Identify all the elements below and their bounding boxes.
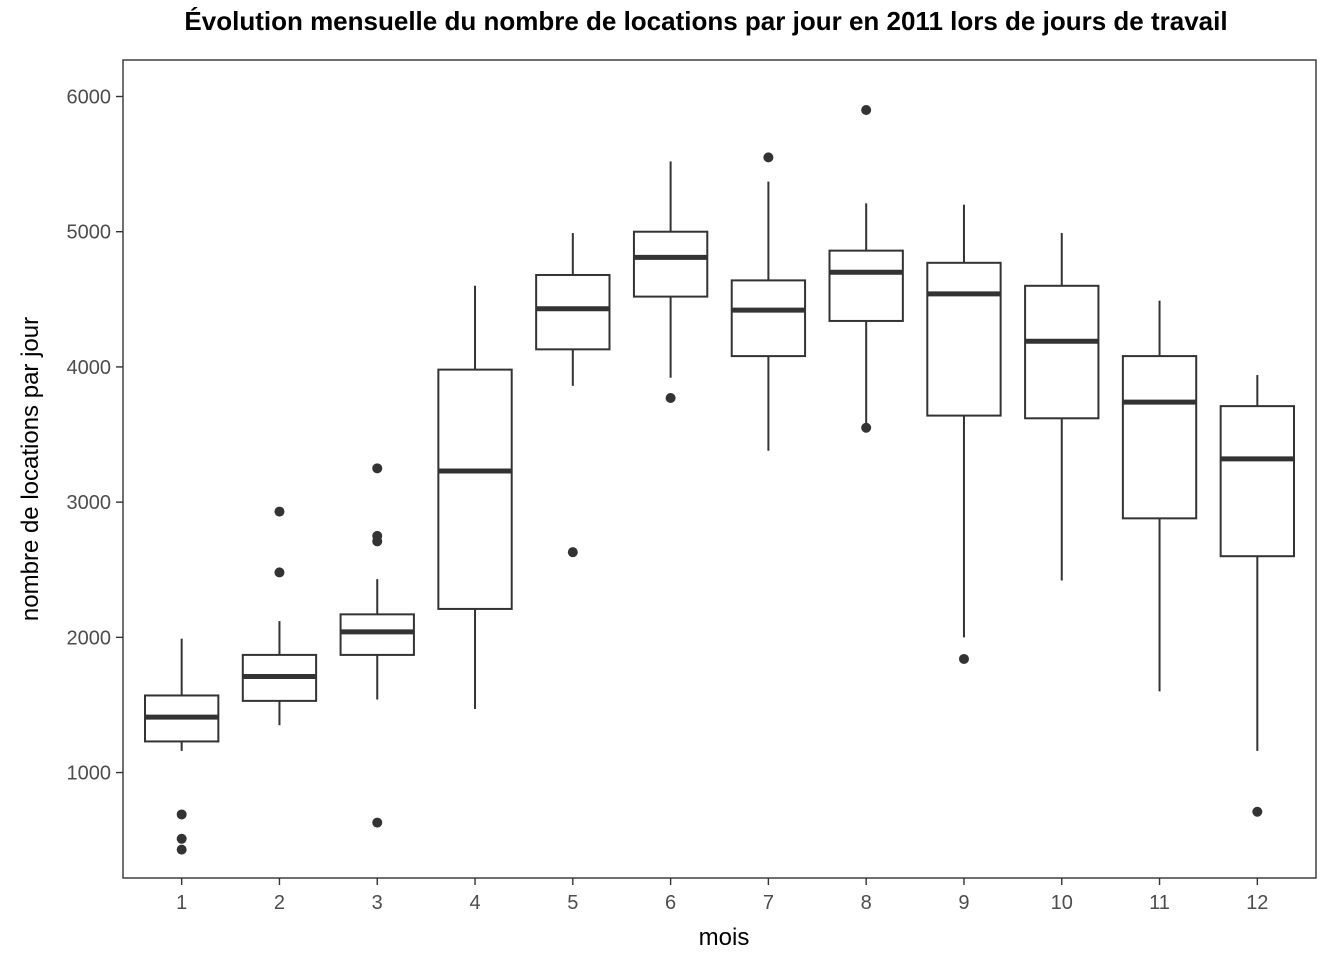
box-month-10 <box>1024 233 1100 581</box>
outlier-point <box>372 536 383 547</box>
outlier-point <box>372 817 383 828</box>
box-month-2 <box>241 506 318 726</box>
box-iqr <box>339 613 415 656</box>
box-iqr <box>535 273 611 351</box>
box-iqr <box>730 279 807 358</box>
x-tick-label: 5 <box>567 892 578 914</box>
outlier-point <box>372 463 383 474</box>
box-month-8 <box>828 105 904 433</box>
outlier-point <box>274 506 285 517</box>
x-tick-label: 12 <box>1246 892 1268 914</box>
box-month-9 <box>926 204 1002 664</box>
outlier-point <box>176 833 187 844</box>
y-tick-label: 3000 <box>67 492 112 514</box>
outlier-point <box>274 567 285 578</box>
y-axis-title: nombre de locations par jour <box>17 317 44 621</box>
outlier-point <box>665 393 676 404</box>
x-tick-label: 1 <box>176 892 187 914</box>
outlier-point <box>567 547 578 558</box>
x-axis-title: mois <box>699 924 750 951</box>
y-tick-label: 1000 <box>67 763 112 785</box>
x-axis: 1 2 3 4 5 6 7 8 9 10 11 12 <box>176 878 1268 914</box>
box-iqr <box>632 230 709 298</box>
outlier-point <box>176 844 187 855</box>
y-axis: 1000 2000 3000 4000 5000 6000 <box>67 87 123 785</box>
outlier-point <box>861 422 872 433</box>
x-tick-label: 9 <box>958 892 969 914</box>
box-iqr <box>926 261 1002 417</box>
outlier-point <box>861 105 872 116</box>
x-tick-label: 11 <box>1149 892 1170 914</box>
boxplot-series <box>144 105 1295 855</box>
x-tick-label: 8 <box>861 892 872 914</box>
y-tick-label: 4000 <box>67 357 112 379</box>
outlier-point <box>763 152 774 163</box>
box-month-7 <box>730 152 807 451</box>
box-month-3 <box>339 463 415 828</box>
box-month-12 <box>1219 375 1295 817</box>
x-tick-label: 7 <box>763 892 774 914</box>
outlier-point <box>1252 806 1263 817</box>
box-iqr <box>1121 355 1198 520</box>
box-iqr <box>437 368 513 610</box>
box-iqr <box>828 249 904 322</box>
box-iqr <box>1024 284 1100 420</box>
box-month-4 <box>437 285 513 709</box>
x-tick-label: 4 <box>469 892 480 914</box>
outlier-point <box>176 809 187 820</box>
y-tick-label: 5000 <box>67 222 112 244</box>
x-tick-label: 10 <box>1051 892 1073 914</box>
outlier-point <box>958 653 969 664</box>
box-month-11 <box>1121 300 1198 692</box>
x-tick-label: 6 <box>665 892 676 914</box>
box-month-1 <box>144 638 220 855</box>
box-iqr <box>1219 405 1295 558</box>
box-month-6 <box>632 161 709 404</box>
y-tick-label: 2000 <box>67 627 112 649</box>
chart-title: Évolution mensuelle du nombre de locatio… <box>184 6 1227 36</box>
y-tick-label: 6000 <box>67 87 112 109</box>
x-tick-label: 3 <box>372 892 383 914</box>
box-month-5 <box>535 233 611 558</box>
x-tick-label: 2 <box>274 892 285 914</box>
plot-panel <box>122 59 1317 879</box>
